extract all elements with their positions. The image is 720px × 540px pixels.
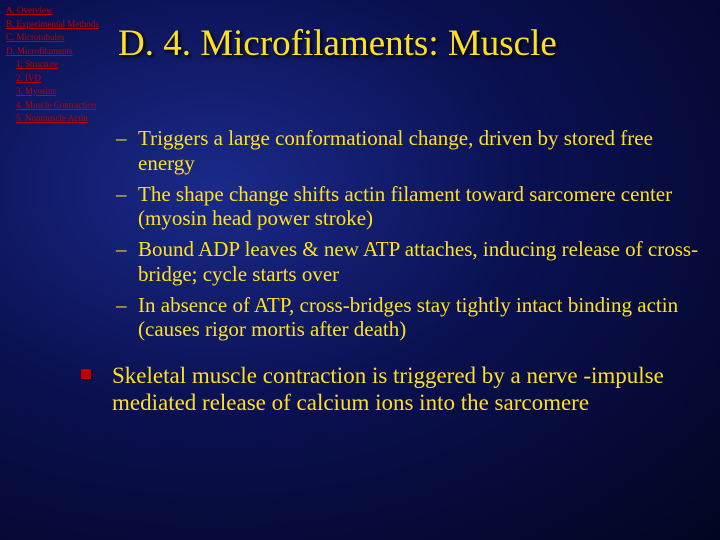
sub-bullet: – Triggers a large conformational change… [112,126,700,176]
slide-body: – Triggers a large conformational change… [112,126,700,416]
nav-link-myosins[interactable]: 3. Myosins [6,85,99,99]
nav-link-structure[interactable]: 1. Structure [6,58,99,72]
main-bullet-text: Skeletal muscle contraction is triggered… [112,362,700,416]
square-bullet-icon [60,362,112,416]
sub-bullet-text: Bound ADP leaves & new ATP attaches, ind… [138,237,700,287]
slide-title: D. 4. Microfilaments: Muscle [118,22,557,65]
outline-nav: A. Overview B. Experimental Methods C. M… [6,4,99,126]
nav-link-microtubules[interactable]: C. Microtubules [6,31,99,45]
sub-bullet: – In absence of ATP, cross-bridges stay … [112,293,700,343]
nav-link-overview[interactable]: A. Overview [6,4,99,18]
dash-icon: – [112,237,138,287]
sub-bullet: – The shape change shifts actin filament… [112,182,700,232]
dash-icon: – [112,126,138,176]
dash-icon: – [112,182,138,232]
nav-link-methods[interactable]: B. Experimental Methods [6,18,99,32]
nav-link-microfilaments[interactable]: D. Microfilaments [6,45,99,59]
sub-bullet-text: Triggers a large conformational change, … [138,126,700,176]
sub-bullet: – Bound ADP leaves & new ATP attaches, i… [112,237,700,287]
nav-link-nonmuscle[interactable]: 5. Nonmuscle Actin [6,112,99,126]
dash-icon: – [112,293,138,343]
main-bullet: Skeletal muscle contraction is triggered… [60,362,700,416]
sub-bullet-text: In absence of ATP, cross-bridges stay ti… [138,293,700,343]
nav-link-muscle[interactable]: 4. Muscle Contraction [6,99,99,113]
sub-bullet-text: The shape change shifts actin filament t… [138,182,700,232]
nav-link-ivd[interactable]: 2. IVD [6,72,99,86]
